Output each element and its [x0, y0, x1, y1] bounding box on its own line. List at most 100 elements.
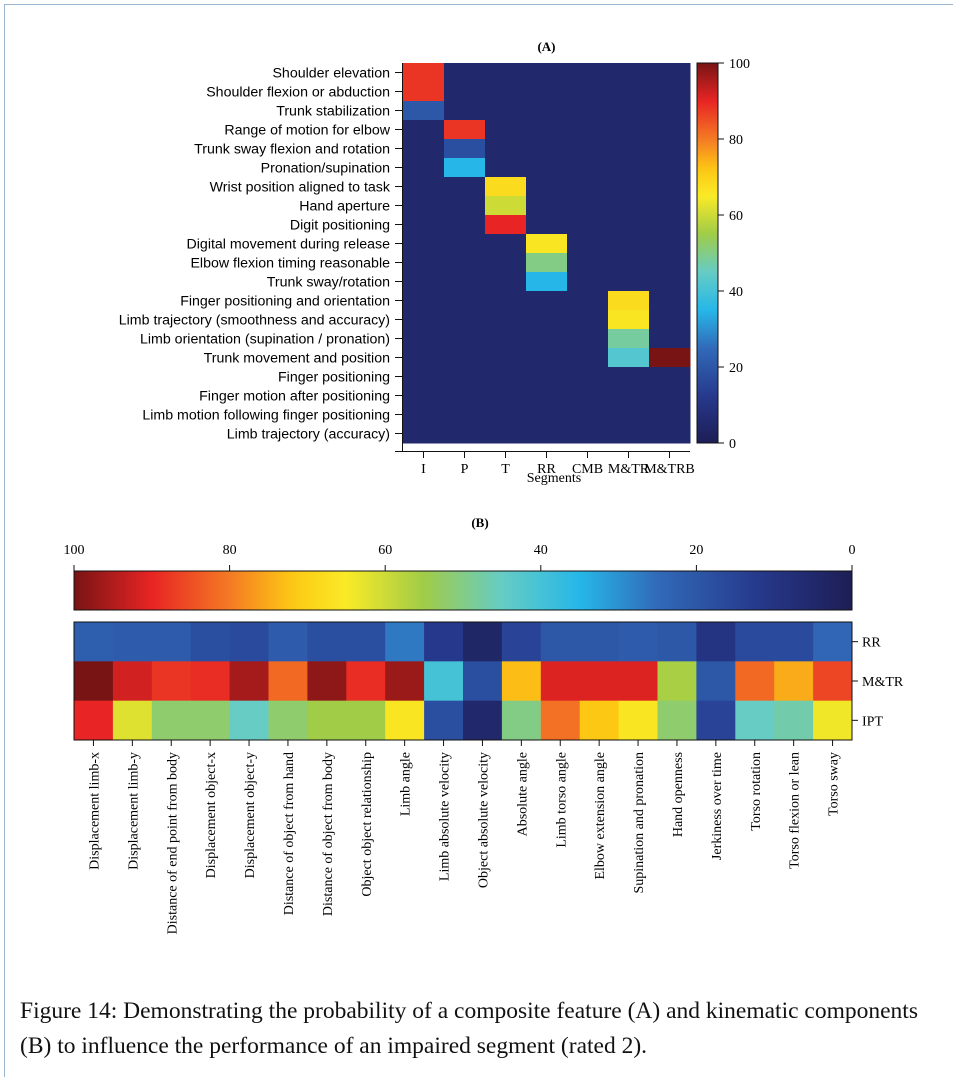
heatmap-b-cell — [618, 622, 658, 662]
heatmap-a-cell — [444, 101, 486, 121]
heatmap-a-cell — [608, 310, 650, 330]
heatmap-a-cell — [567, 424, 609, 444]
heatmap-a-cell — [567, 291, 609, 311]
heatmap-b-cell — [735, 661, 775, 702]
heatmap-b-cell — [579, 622, 619, 662]
heatmap-a-cell — [649, 424, 691, 444]
heatmap-a-cell — [526, 234, 568, 254]
heatmap-a-cell — [403, 367, 445, 387]
heatmap-b-cell — [307, 700, 347, 741]
heatmap-b-cell — [579, 661, 619, 702]
panel-b-colorbar: 100 80 60 40 20 0 — [64, 543, 856, 611]
heatmap-b-cell — [657, 700, 697, 741]
heatmap-b-cell — [346, 622, 386, 662]
heatmap-a-cell — [608, 367, 650, 387]
heatmap-a-cell — [403, 196, 445, 216]
panel-a-col-label: P — [461, 462, 469, 477]
panel-a-col-label: M&TRB — [644, 462, 695, 477]
heatmap-b-cell — [112, 700, 153, 741]
heatmap-a-cell — [444, 424, 486, 444]
colorbar-a-tick-label: 80 — [729, 133, 743, 148]
heatmap-a-cell — [608, 196, 650, 216]
panel-a-col-label: RR — [537, 462, 556, 477]
heatmap-a-cell — [485, 348, 527, 368]
colorbar-b-tick-label: 80 — [223, 543, 237, 558]
panel-a-col-label: T — [501, 462, 510, 477]
heatmap-a-cell — [567, 367, 609, 387]
heatmap-a-cell — [649, 310, 691, 330]
panel-a-row-label: Finger positioning — [278, 370, 390, 386]
heatmap-a-cell — [485, 329, 527, 349]
heatmap-a-cell — [526, 253, 568, 273]
heatmap-b-cell — [307, 661, 347, 702]
heatmap-a-cell — [649, 63, 691, 83]
panel-b-col-label: Distance of end point from body — [165, 752, 180, 934]
panel-a-colorbar: 0 20 40 60 80 100 — [696, 57, 750, 452]
heatmap-a-cell — [649, 120, 691, 140]
heatmap-a-cell — [485, 120, 527, 140]
heatmap-a-cell — [567, 196, 609, 216]
heatmap-a-cell — [526, 196, 568, 216]
panel-a-heatmap: (A) Shoulder elevation Shoulder flexion or… — [119, 39, 695, 486]
heatmap-a-cell — [444, 329, 486, 349]
heatmap-a-cell — [649, 234, 691, 254]
panel-b-col-label: Limb torso angle — [554, 752, 569, 848]
heatmap-a-cell — [567, 253, 609, 273]
colorbar-a-tick-label: 100 — [729, 57, 750, 72]
heatmap-a-cell — [485, 367, 527, 387]
heatmap-a-cell — [526, 63, 568, 83]
heatmap-b-cell — [501, 661, 542, 702]
panel-a-row-label: Hand aperture — [299, 199, 390, 215]
colorbar-a-tick-label: 0 — [729, 437, 736, 452]
heatmap-a-cell — [485, 101, 527, 121]
heatmap-a-cell — [526, 386, 568, 406]
heatmap-a-cell — [526, 310, 568, 330]
heatmap-a-cell — [567, 215, 609, 235]
heatmap-a-cell — [485, 310, 527, 330]
heatmap-b-cell — [190, 661, 230, 702]
colorbar-b-bar — [73, 570, 853, 611]
panel-a-row-label: Trunk stabilization — [276, 104, 390, 120]
heatmap-a-cell — [649, 101, 691, 121]
heatmap-b-cell — [229, 700, 269, 741]
colorbar-b-tick-label: 0 — [849, 543, 856, 558]
heatmap-a-cell — [567, 234, 609, 254]
panel-b-col-label: Displacement limb-y — [126, 752, 141, 870]
heatmap-a-cell — [567, 139, 609, 159]
heatmap-a-cell — [649, 272, 691, 292]
heatmap-a-cell — [526, 101, 568, 121]
heatmap-a-cell — [444, 272, 486, 292]
heatmap-b-cell — [463, 622, 503, 662]
panel-b-col-label: Absolute angle — [515, 752, 530, 836]
panel-a-row-label: Range of motion for elbow — [224, 123, 390, 139]
heatmap-a-cell — [403, 234, 445, 254]
panel-a-col-label: I — [421, 462, 426, 477]
heatmap-a-cell — [485, 215, 527, 235]
heatmap-a-cell — [649, 158, 691, 178]
colorbar-b-tick-label: 20 — [689, 543, 703, 558]
heatmap-a-cell — [403, 272, 445, 292]
heatmap-a-cell — [403, 348, 445, 368]
heatmap-a-cell — [526, 329, 568, 349]
heatmap-a-cell — [608, 253, 650, 273]
panel-b-col-label: Object object relationship — [360, 752, 375, 897]
heatmap-a-cell — [526, 177, 568, 197]
panel-a-col-label: M&TR — [608, 462, 650, 477]
heatmap-a-cell — [485, 253, 527, 273]
heatmap-a-cell — [403, 253, 445, 273]
panel-b-col-label: Hand openness — [671, 752, 686, 837]
heatmap-a-cell — [526, 367, 568, 387]
heatmap-a-cell — [567, 101, 609, 121]
heatmap-a-cell — [403, 82, 445, 102]
heatmap-a-cell — [485, 386, 527, 406]
heatmap-b-cell — [735, 622, 775, 662]
colorbar-a-tick-label: 20 — [729, 361, 743, 376]
panel-a-row-label: Limb orientation (supination / pronation… — [140, 332, 390, 348]
heatmap-a-cell — [608, 234, 650, 254]
heatmap-b-cell — [385, 661, 425, 702]
heatmap-a-cell — [444, 253, 486, 273]
heatmap-b-cell — [774, 622, 814, 662]
heatmap-b-cell — [618, 661, 658, 702]
heatmap-a-cell — [526, 424, 568, 444]
colorbar-b-tick-label: 40 — [534, 543, 548, 558]
